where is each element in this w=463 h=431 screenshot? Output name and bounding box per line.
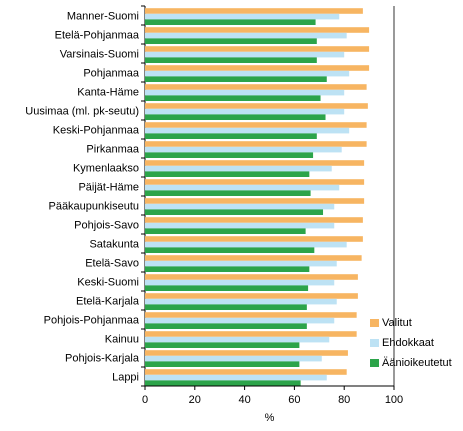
category-label: Etelä-Karjala	[76, 296, 140, 308]
bar-marks	[145, 8, 370, 386]
category-labels: Manner-Suomi Etelä-Pohjanmaa Varsinais-Suo…	[25, 11, 140, 384]
category-label: Pohjanmaa	[83, 68, 140, 80]
category-label: Lappi	[112, 372, 139, 384]
bar-valitut	[145, 65, 370, 71]
bar-ehdokkaat	[145, 203, 335, 210]
category-label: Pääkaupunkiseutu	[48, 201, 139, 213]
category-label: Etelä-Savo	[85, 258, 139, 270]
bar-valitut	[145, 350, 348, 356]
bar-aanioikeutetut	[145, 133, 317, 139]
bar-aanioikeutetut	[145, 76, 327, 82]
category-label: Pohjois-Karjala	[65, 353, 140, 365]
bar-ehdokkaat	[145, 165, 332, 172]
category-label: Keski-Suomi	[77, 277, 139, 289]
x-axis: 0 20 40 60 80 100	[142, 385, 403, 406]
bar-valitut	[145, 160, 365, 166]
bar-aanioikeutetut	[145, 57, 317, 63]
bar-valitut	[145, 84, 367, 90]
category-label: Kainuu	[105, 334, 139, 346]
legend-swatch	[370, 319, 379, 327]
category-label: Pohjois-Savo	[74, 220, 139, 232]
bar-aanioikeutetut	[145, 171, 310, 177]
bar-valitut	[145, 8, 363, 14]
bar-valitut	[145, 312, 357, 318]
bar-aanioikeutetut	[145, 114, 326, 120]
category-label: Etelä-Pohjanmaa	[55, 30, 140, 42]
bar-aanioikeutetut	[145, 304, 307, 310]
bar-ehdokkaat	[145, 127, 350, 134]
x-tick-label: 20	[189, 394, 201, 406]
bar-valitut	[145, 122, 367, 128]
x-tick-label: 40	[238, 394, 250, 406]
bar-aanioikeutetut	[145, 190, 311, 196]
bar-aanioikeutetut	[145, 209, 324, 215]
bar-aanioikeutetut	[145, 19, 316, 25]
category-label: Manner-Suomi	[67, 11, 139, 23]
legend-label: Äänioikeutetut	[382, 357, 452, 369]
x-axis-title: %	[265, 412, 275, 424]
x-tick-label: 0	[142, 394, 148, 406]
bar-valitut	[145, 198, 365, 204]
bar-aanioikeutetut	[145, 95, 321, 101]
bar-aanioikeutetut	[145, 228, 306, 234]
bar-ehdokkaat	[145, 317, 335, 324]
bar-aanioikeutetut	[145, 266, 310, 272]
legend-swatch	[370, 339, 379, 347]
bar-aanioikeutetut	[145, 285, 309, 291]
bar-valitut	[145, 217, 363, 223]
category-label: Pohjois-Pohjanmaa	[44, 315, 140, 327]
x-tick-label: 80	[338, 394, 350, 406]
bar-aanioikeutetut	[145, 323, 307, 329]
bar-valitut	[145, 46, 370, 52]
legend-swatch	[370, 359, 379, 367]
category-label: Kymenlaakso	[73, 163, 139, 175]
bar-ehdokkaat	[145, 336, 330, 343]
legend-label: Valitut	[382, 317, 412, 329]
bar-valitut	[145, 141, 367, 147]
bar-valitut	[145, 236, 363, 242]
category-label: Uusimaa (ml. pk-seutu)	[25, 106, 139, 118]
x-tick-label: 100	[385, 394, 403, 406]
category-label: Päijät-Häme	[78, 182, 139, 194]
category-label: Kanta-Häme	[77, 87, 139, 99]
bar-ehdokkaat	[145, 279, 335, 286]
bar-valitut	[145, 27, 370, 33]
bar-aanioikeutetut	[145, 361, 300, 367]
legend: Valitut Ehdokkaat Äänioikeutetut	[370, 317, 452, 369]
category-label: Pirkanmaa	[86, 144, 139, 156]
bar-ehdokkaat	[145, 184, 340, 191]
bar-aanioikeutetut	[145, 380, 301, 386]
bar-aanioikeutetut	[145, 247, 315, 253]
bar-ehdokkaat	[145, 70, 350, 77]
bar-ehdokkaat	[145, 13, 340, 20]
bar-valitut	[145, 369, 347, 375]
bar-aanioikeutetut	[145, 152, 314, 158]
category-label: Varsinais-Suomi	[60, 49, 139, 61]
bar-ehdokkaat	[145, 146, 342, 153]
bar-ehdokkaat	[145, 374, 327, 381]
bar-valitut	[145, 331, 357, 337]
bar-ehdokkaat	[145, 108, 345, 115]
bar-valitut	[145, 293, 358, 299]
category-label: Satakunta	[89, 239, 139, 251]
bar-ehdokkaat	[145, 89, 345, 96]
bar-valitut	[145, 179, 365, 185]
bar-aanioikeutetut	[145, 342, 300, 348]
x-tick-label: 60	[288, 394, 300, 406]
bar-aanioikeutetut	[145, 38, 317, 44]
bar-ehdokkaat	[145, 222, 335, 229]
bar-ehdokkaat	[145, 260, 337, 267]
category-label: Keski-Pohjanmaa	[53, 125, 140, 137]
bar-ehdokkaat	[145, 298, 337, 305]
bar-ehdokkaat	[145, 355, 322, 362]
bar-valitut	[145, 255, 362, 261]
bar-ehdokkaat	[145, 241, 347, 248]
legend-label: Ehdokkaat	[382, 337, 434, 349]
bar-valitut	[145, 274, 358, 280]
bar-ehdokkaat	[145, 32, 347, 39]
bar-valitut	[145, 103, 368, 109]
bar-ehdokkaat	[145, 51, 345, 58]
